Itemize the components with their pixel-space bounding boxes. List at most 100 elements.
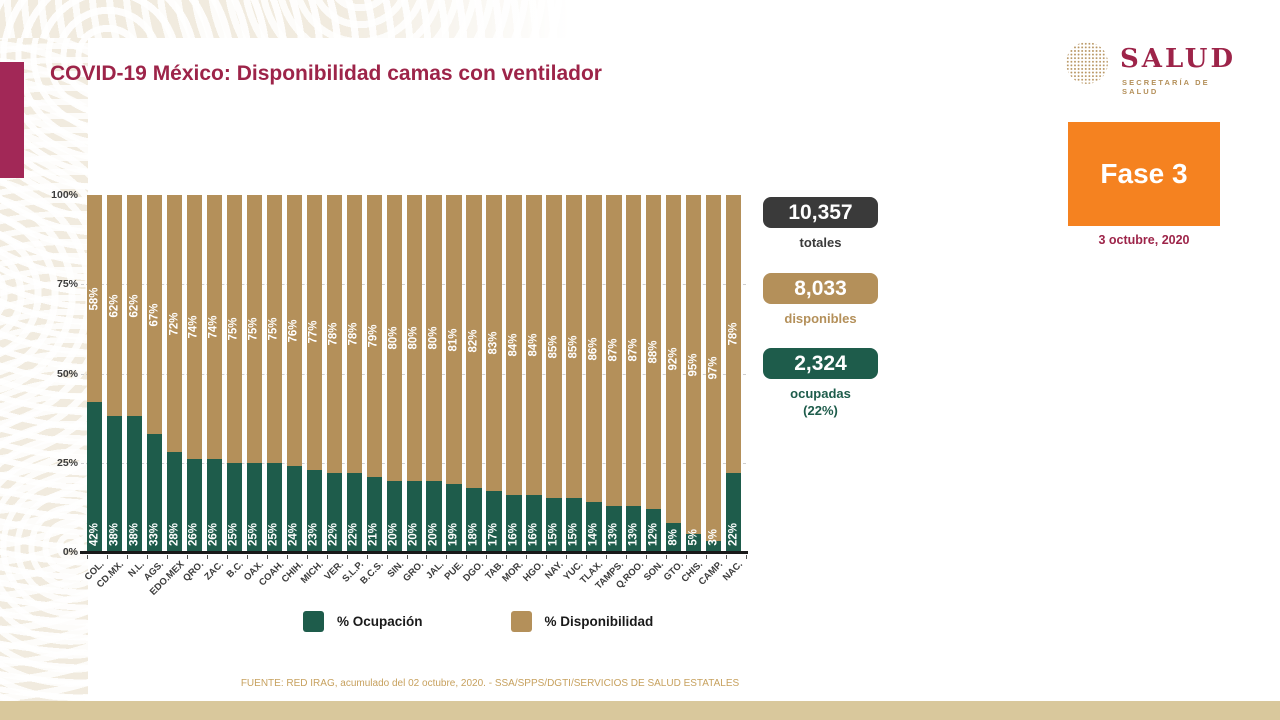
bar-tamps: 87% 13% bbox=[606, 195, 622, 552]
x-axis-tick bbox=[746, 555, 747, 559]
bar-value-disponibilidad: 75% bbox=[267, 317, 280, 341]
bar-value-ocupacion: 22% bbox=[726, 522, 739, 546]
logo-name: SALUD bbox=[1120, 44, 1237, 74]
bar-value-disponibilidad: 92% bbox=[667, 347, 679, 371]
segment-ocupacion bbox=[266, 462, 283, 552]
x-axis-tick bbox=[526, 555, 528, 559]
bar-value-ocupacion: 21% bbox=[367, 522, 380, 546]
bar-value-disponibilidad: 86% bbox=[587, 336, 600, 361]
bar-value-disponibilidad: 62% bbox=[107, 294, 120, 318]
bar-nac: 78% 22% bbox=[726, 195, 742, 552]
bar-value-ocupacion: 25% bbox=[247, 522, 260, 546]
bar-value-disponibilidad: 84% bbox=[507, 333, 520, 357]
segment-disponibilidad bbox=[186, 195, 203, 460]
segment-ocupacion bbox=[686, 534, 702, 552]
segment-ocupacion bbox=[566, 498, 582, 552]
x-axis-tick bbox=[446, 555, 448, 559]
bar-slp: 78% 22% bbox=[346, 195, 362, 552]
bar-value-ocupacion: 13% bbox=[627, 522, 640, 546]
salud-logo: SALUD SECRETARÍA DE SALUD bbox=[1062, 40, 1233, 96]
page-title: COVID-19 México: Disponibilidad camas co… bbox=[50, 62, 602, 85]
bar-mich: 77% 23% bbox=[306, 195, 322, 552]
bar-ags: 67% 33% bbox=[146, 195, 163, 552]
segment-disponibilidad bbox=[226, 195, 243, 463]
segment-disponibilidad bbox=[566, 195, 582, 499]
bar-yuc: 85% 15% bbox=[566, 195, 582, 552]
bar-nay: 85% 15% bbox=[546, 195, 562, 552]
x-axis-tick bbox=[426, 555, 428, 559]
stat-sublabel-ocupadas: (22%) bbox=[803, 403, 838, 418]
x-axis-tick bbox=[666, 555, 668, 559]
bar-value-ocupacion: 20% bbox=[387, 522, 400, 546]
bar-value-disponibilidad: 97% bbox=[706, 356, 719, 380]
x-axis-tick bbox=[206, 555, 208, 559]
x-axis-tick bbox=[546, 555, 548, 559]
accent-bar bbox=[0, 62, 24, 178]
x-axis-tick bbox=[486, 555, 488, 559]
bar-bc: 75% 25% bbox=[226, 195, 243, 552]
segment-disponibilidad bbox=[626, 195, 642, 506]
segment-disponibilidad bbox=[706, 195, 722, 542]
bar-value-disponibilidad: 82% bbox=[467, 329, 480, 353]
y-tick-label: 75% bbox=[56, 278, 78, 291]
x-tick-label: JAL. bbox=[423, 559, 446, 582]
segment-disponibilidad bbox=[446, 195, 462, 485]
bottom-bar bbox=[0, 701, 1280, 720]
segment-ocupacion bbox=[466, 487, 482, 552]
salud-emblem-icon bbox=[1066, 42, 1108, 84]
segment-disponibilidad bbox=[726, 195, 742, 474]
segment-disponibilidad bbox=[366, 195, 382, 478]
x-axis-tick bbox=[106, 555, 108, 559]
segment-ocupacion bbox=[526, 494, 542, 552]
x-axis-tick bbox=[646, 555, 648, 559]
legend-swatch-ocupacion bbox=[303, 611, 324, 632]
bar-jal: 80% 20% bbox=[426, 195, 442, 552]
bar-zac: 74% 26% bbox=[206, 195, 223, 552]
segment-disponibilidad bbox=[126, 195, 143, 417]
legend-label-disponibilidad: % Disponibilidad bbox=[544, 614, 654, 629]
segment-disponibilidad bbox=[346, 195, 362, 474]
bar-value-ocupacion: 13% bbox=[607, 522, 620, 546]
bar-value-ocupacion: 26% bbox=[187, 522, 200, 546]
stat-disponibles: 8,033 disponibles bbox=[763, 273, 878, 326]
bar-tlax: 86% 14% bbox=[586, 195, 602, 552]
stat-box-ocupadas: 2,324 bbox=[763, 348, 878, 379]
stat-totales: 10,357 totales bbox=[763, 197, 878, 250]
segment-disponibilidad bbox=[266, 195, 283, 463]
bar-dgo: 82% 18% bbox=[466, 195, 482, 552]
y-tick-label: 50% bbox=[56, 367, 78, 380]
stat-box-totales: 10,357 bbox=[763, 197, 878, 228]
bar-value-disponibilidad: 76% bbox=[287, 319, 300, 343]
x-axis-tick bbox=[566, 555, 568, 559]
segment-disponibilidad bbox=[506, 195, 522, 495]
bar-value-disponibilidad: 62% bbox=[127, 294, 140, 318]
segment-disponibilidad bbox=[206, 195, 223, 460]
bar-value-ocupacion: 26% bbox=[207, 522, 220, 546]
bar-value-ocupacion: 23% bbox=[307, 522, 320, 546]
x-axis-tick bbox=[386, 555, 388, 559]
bar-cdmx: 62% 38% bbox=[106, 195, 123, 552]
bar-gro: 80% 20% bbox=[406, 195, 422, 552]
bar-value-disponibilidad: 80% bbox=[387, 326, 400, 350]
stat-value-totales: 10,357 bbox=[788, 200, 853, 224]
segment-disponibilidad bbox=[686, 195, 702, 535]
segment-ocupacion bbox=[286, 466, 302, 552]
bar-value-disponibilidad: 74% bbox=[187, 315, 200, 339]
segment-disponibilidad bbox=[146, 195, 163, 435]
bar-value-disponibilidad: 58% bbox=[87, 287, 100, 311]
bar-value-disponibilidad: 87% bbox=[607, 338, 620, 362]
bar-oax: 75% 25% bbox=[246, 195, 263, 552]
x-axis-line bbox=[80, 551, 748, 554]
segment-ocupacion bbox=[306, 469, 322, 552]
x-tick-label: GRO. bbox=[401, 559, 426, 584]
segment-disponibilidad bbox=[666, 195, 682, 524]
source-note: FUENTE: RED IRAG, acumulado del 02 octub… bbox=[240, 678, 740, 689]
x-tick-label: DGO. bbox=[460, 559, 486, 584]
bar-value-ocupacion: 17% bbox=[487, 522, 500, 546]
x-axis-tick bbox=[366, 555, 368, 559]
segment-disponibilidad bbox=[486, 195, 502, 492]
segment-disponibilidad bbox=[606, 195, 622, 506]
bar-qro: 74% 26% bbox=[186, 195, 203, 552]
logo-subtitle: SECRETARÍA DE SALUD bbox=[1122, 78, 1210, 96]
x-axis-tick bbox=[626, 555, 628, 559]
